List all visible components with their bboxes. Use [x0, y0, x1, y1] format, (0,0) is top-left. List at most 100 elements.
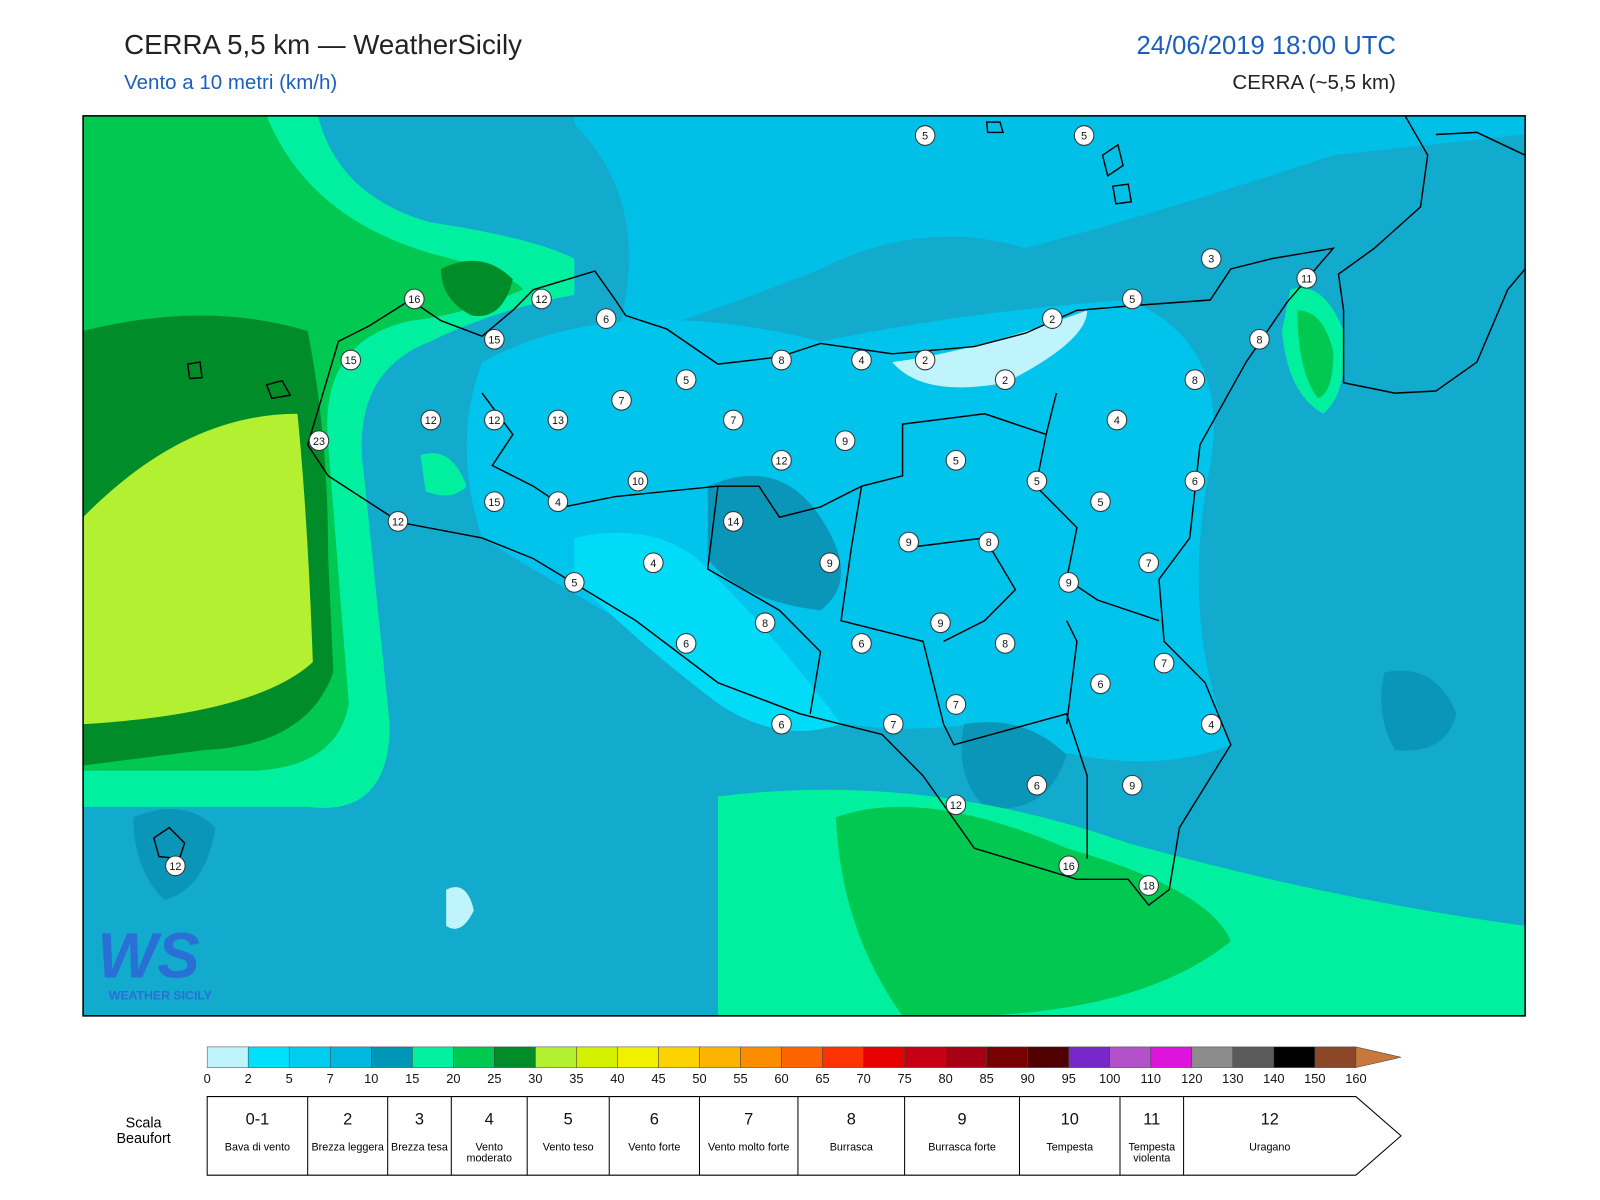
- station-value: 8: [1256, 334, 1262, 346]
- beaufort-description-box: Tempesta: [1046, 1142, 1093, 1153]
- beaufort-description: Burrasca forte: [928, 1142, 996, 1154]
- beaufort-description-box: Bava di vento: [224, 1142, 291, 1154]
- station-value: 7: [890, 719, 896, 731]
- beaufort-description: Bava di vento: [224, 1142, 291, 1154]
- station-marker: [547, 491, 569, 513]
- beaufort-description: Brezza leggera: [311, 1142, 384, 1154]
- beaufort-force: 5: [564, 1110, 573, 1128]
- station-value: 12: [536, 294, 548, 306]
- station-value: 4: [1114, 415, 1120, 427]
- station-marker: [945, 694, 967, 715]
- station-marker: [1058, 855, 1079, 877]
- beaufort-scale: Scala Beaufort 0-1 Bava di vento 2 Brezza le…: [116, 1096, 1402, 1176]
- station-value: 7: [619, 395, 625, 407]
- station-value: 5: [953, 455, 959, 467]
- station: 15: [484, 491, 505, 513]
- station-value: 9: [827, 558, 833, 570]
- beaufort-description: Vento moderato: [466, 1142, 512, 1165]
- colorbar-tick-label: 95: [1062, 1071, 1076, 1086]
- colorbar-segment: [617, 1046, 659, 1068]
- station-marker: [945, 794, 967, 816]
- station-marker: [1106, 409, 1128, 431]
- station-value: 15: [488, 497, 500, 509]
- station: 11: [1296, 267, 1317, 289]
- colorbar-tick-label: 50: [692, 1071, 706, 1086]
- station-marker: [420, 409, 442, 431]
- station: 9: [819, 552, 840, 574]
- station-value: 6: [1098, 679, 1104, 691]
- station-marker: [1296, 267, 1317, 289]
- colorbar-tick-label: 150: [1304, 1071, 1325, 1086]
- station-marker: [1249, 328, 1270, 350]
- station: 8: [771, 349, 792, 371]
- colorbar-tick-label: 5: [286, 1071, 293, 1086]
- colorbar-segment: [1273, 1046, 1316, 1068]
- station-value: 8: [762, 618, 768, 630]
- beaufort-force: 3: [415, 1110, 424, 1128]
- station: 7: [611, 390, 632, 411]
- colorbar-arrow: [1355, 1046, 1402, 1068]
- station-value: 15: [345, 355, 357, 367]
- station: 9: [834, 430, 856, 452]
- station: 5: [1073, 125, 1095, 146]
- beaufort-description-box: Burrasca: [830, 1142, 873, 1153]
- station: 5: [1122, 288, 1143, 310]
- station: 2: [994, 369, 1016, 391]
- station: 7: [1138, 552, 1159, 574]
- beaufort-description-box: Vento moderato: [466, 1142, 512, 1165]
- station-value: 2: [1002, 375, 1008, 387]
- colorbar-segment: [535, 1046, 577, 1068]
- colorbar-segment: [1068, 1046, 1110, 1068]
- wind-field: [83, 115, 1526, 1016]
- colorbar-segment: [1232, 1046, 1275, 1068]
- colorbar-segment: [453, 1046, 495, 1068]
- station-marker: [484, 409, 505, 431]
- colorbar-segment: [412, 1046, 454, 1068]
- station-value: 2: [922, 355, 928, 367]
- station-marker: [723, 511, 744, 532]
- station-value: 8: [1002, 639, 1008, 651]
- beaufort-description: Brezza tesa: [391, 1142, 448, 1154]
- station-marker: [1201, 713, 1222, 735]
- colorbar-tick-label: 120: [1181, 1071, 1202, 1086]
- station: 6: [851, 633, 872, 654]
- beaufort-force: 6: [650, 1110, 659, 1128]
- colorbar-tick-label: 7: [327, 1071, 334, 1086]
- station: 14: [723, 511, 744, 532]
- station-marker: [1090, 491, 1111, 513]
- station-marker: [1042, 308, 1063, 329]
- station: 5: [1090, 491, 1111, 513]
- colorbar-segment: [863, 1046, 905, 1068]
- station: 5: [945, 450, 967, 471]
- station-marker: [994, 633, 1016, 654]
- colorbar-tick-label: 75: [897, 1071, 911, 1086]
- colorbar-tick-label: 25: [487, 1071, 501, 1086]
- colorbar-tick-label: 20: [446, 1071, 460, 1086]
- station-marker: [404, 288, 425, 310]
- beaufort-force: 11: [1143, 1110, 1160, 1128]
- beaufort-description: Vento teso: [542, 1142, 594, 1154]
- colorbar-tick-label: 40: [610, 1071, 624, 1086]
- station-value: 5: [1034, 476, 1040, 488]
- station-marker: [1073, 125, 1095, 146]
- colorbar-segment: [1150, 1046, 1193, 1068]
- station-marker: [1026, 774, 1048, 796]
- beaufort-description-box: Brezza tesa: [391, 1142, 448, 1154]
- colorbar-segment: [329, 1046, 372, 1068]
- station-value: 6: [683, 639, 689, 651]
- station: 12: [771, 450, 792, 471]
- colorbar-tick-label: 15: [405, 1071, 419, 1086]
- station-value: 5: [571, 578, 577, 590]
- station-value: 6: [779, 719, 785, 731]
- station: 2: [1042, 308, 1063, 329]
- beaufort-description-box: Burrasca forte: [928, 1142, 996, 1154]
- station-marker: [883, 713, 904, 735]
- station-marker: [1058, 572, 1079, 593]
- station: 4: [547, 491, 569, 513]
- station-marker: [1201, 248, 1222, 269]
- station-marker: [531, 288, 552, 310]
- station: 9: [1122, 774, 1143, 796]
- colorbar-tick-label: 130: [1222, 1071, 1243, 1086]
- station-marker: [387, 511, 409, 532]
- station-value: 12: [776, 455, 788, 467]
